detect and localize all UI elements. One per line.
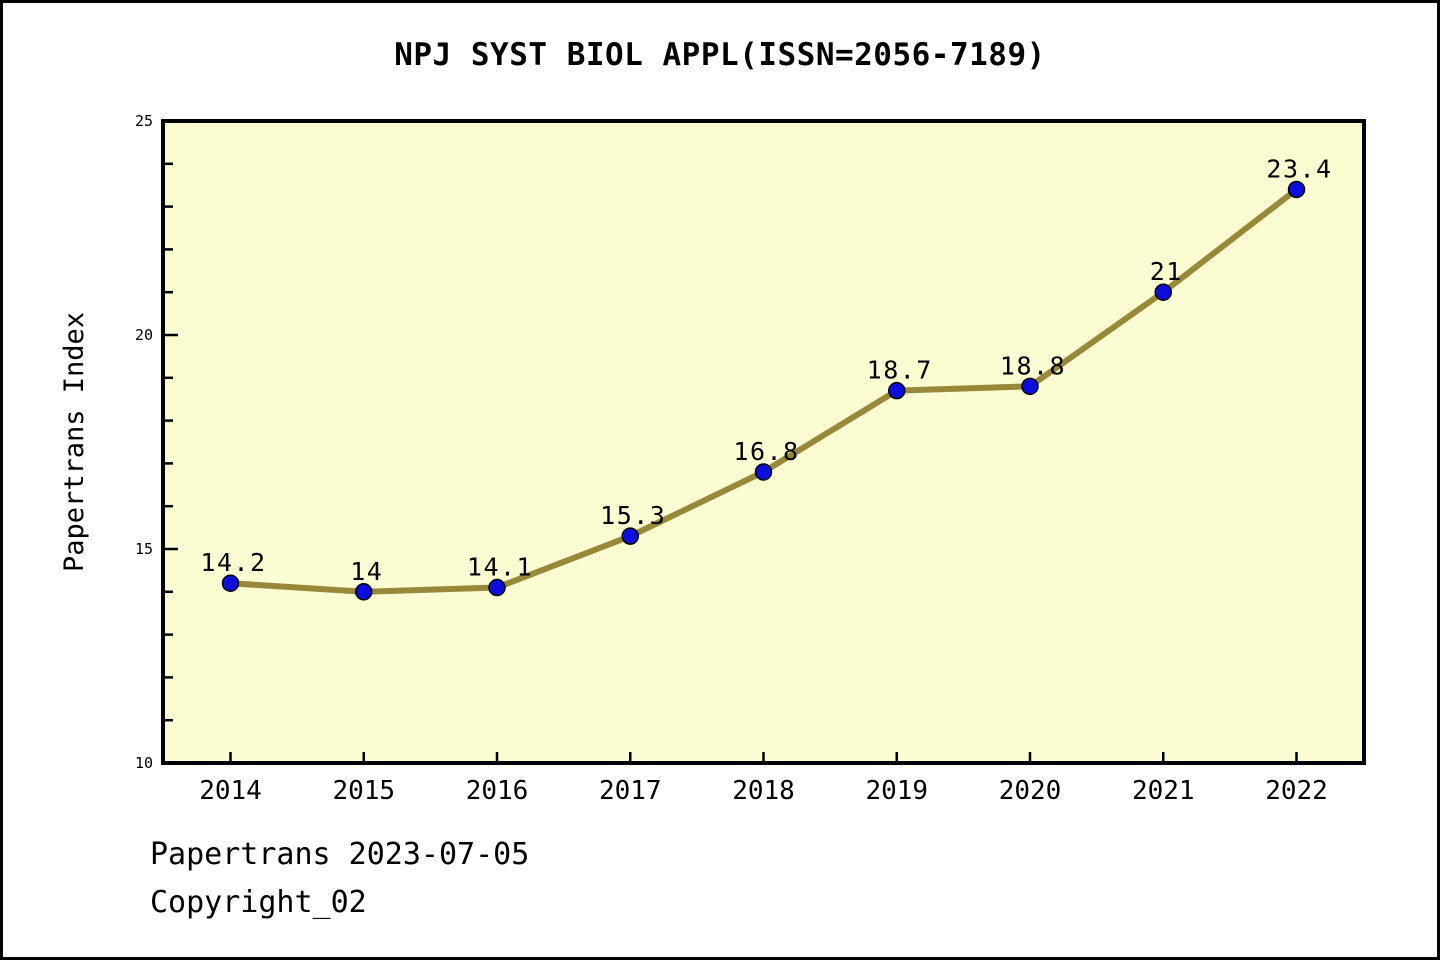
data-point-label: 23.4 [1266,154,1332,183]
footer-copyright: Copyright_02 [150,885,367,920]
x-axis-tick-label: 2022 [1265,776,1328,806]
data-point [1154,283,1172,301]
data-point-label: 14.1 [467,553,533,582]
x-axis-tick-label: 2016 [466,776,529,806]
data-point [355,583,373,601]
x-axis-tick-label: 2021 [1132,776,1195,806]
data-point [621,527,639,545]
chart-title: NPJ SYST BIOL APPL(ISSN=2056-7189) [394,37,1046,73]
footer-papertrans-date: Papertrans 2023-07-05 [150,837,530,872]
plot-frame [161,119,1366,765]
y-axis-label: Papertrans Index [59,312,90,572]
y-axis-tick-label: 20 [135,326,153,344]
y-axis-tick-label: 25 [135,112,153,130]
x-axis-tick-label: 2014 [199,776,262,806]
y-axis-tick-label: 15 [135,540,153,558]
line-chart: Papertrans Index 10 15 20 25 2014 2015 2016 201… [59,112,1366,806]
plot-area [163,121,1364,763]
x-axis-tick-label: 2020 [999,776,1062,806]
x-axis-tick-label: 2015 [332,776,395,806]
data-point-label: 18.8 [1000,351,1066,380]
data-point-label: 21 [1150,257,1183,286]
data-point-label: 14 [350,557,383,586]
data-point [1287,180,1306,199]
data-point [754,463,773,481]
x-axis-tick-label: 2017 [599,776,662,806]
data-point-label: 18.7 [867,356,933,385]
x-axis-tick-label: 2018 [732,776,795,806]
data-point [221,574,240,592]
x-axis-tick-label: 2019 [865,776,928,806]
data-point [1021,377,1039,396]
data-point-label: 15.3 [600,501,666,530]
y-axis-tick-label: 10 [135,754,153,772]
data-point-label: 14.2 [200,548,266,577]
data-point-label: 16.8 [733,437,799,466]
data-point [488,578,506,597]
data-point [888,381,906,400]
